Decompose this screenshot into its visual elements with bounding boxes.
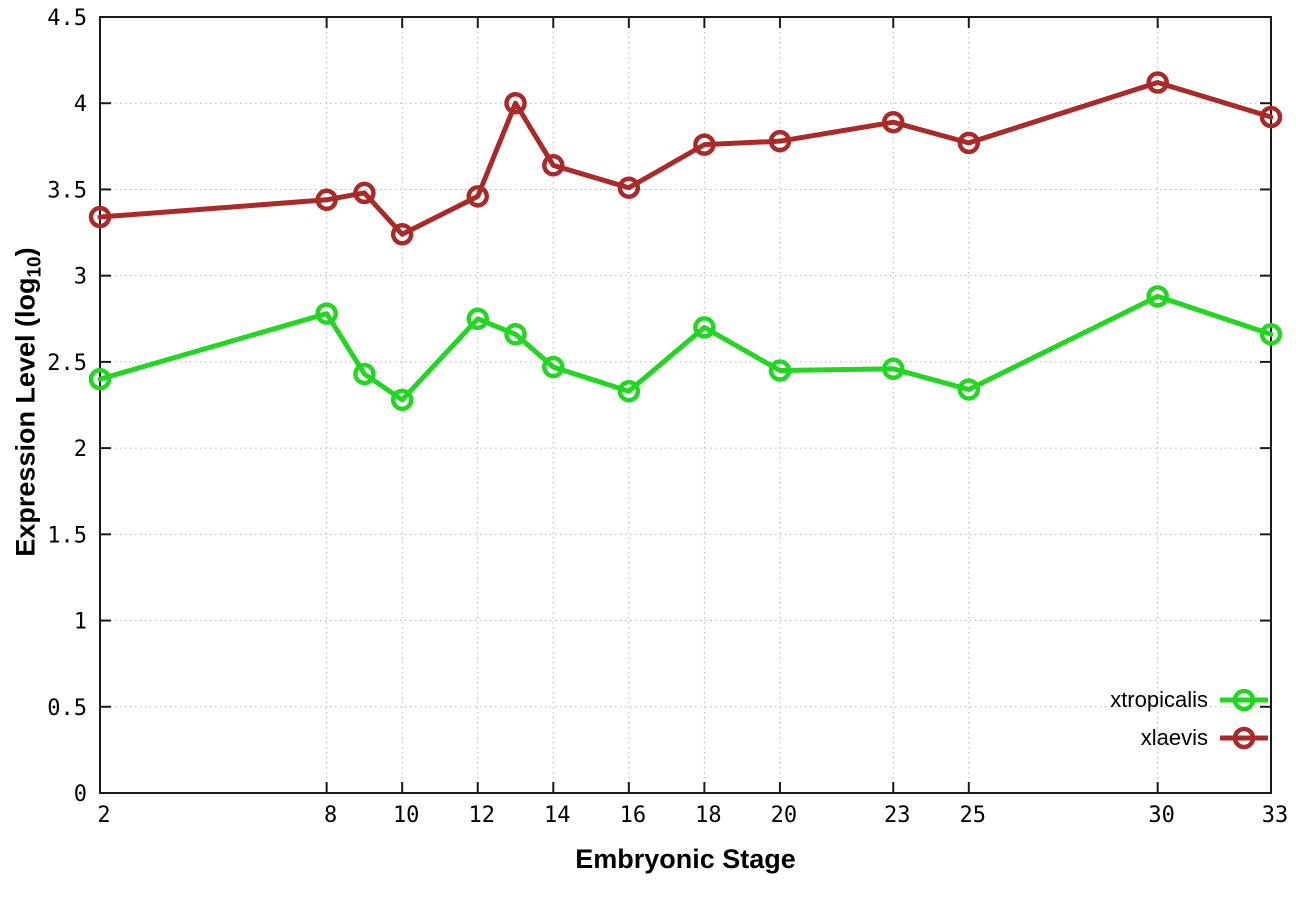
data-point-xtropicalis (957, 378, 981, 401)
y-axis-title-subscript: 10 (24, 256, 46, 278)
data-point-xtropicalis (315, 302, 338, 325)
data-point-xtropicalis (353, 362, 376, 386)
legend-label-xlaevis: xlaevis (1140, 725, 1208, 750)
legend-label-xtropicalis: xtropicalis (1110, 687, 1208, 712)
legend-marker-xlaevis (1220, 726, 1268, 750)
y-tick-label: 4 (74, 92, 87, 117)
x-tick-label: 16 (620, 803, 647, 828)
data-point-xtropicalis (882, 357, 905, 381)
data-point-xtropicalis (390, 388, 414, 412)
x-axis-title: Embryonic Stage (575, 844, 796, 874)
x-tick-label: 14 (544, 803, 571, 828)
x-tick-label: 25 (960, 803, 987, 828)
x-tick-label: 10 (393, 803, 420, 828)
y-tick-label: 2.5 (47, 351, 87, 376)
gridlines (100, 17, 1271, 793)
x-tick-label: 30 (1148, 803, 1175, 828)
y-tick-label: 0.5 (47, 696, 87, 721)
x-tick-label: 20 (771, 803, 798, 828)
data-point-xlaevis (1146, 71, 1169, 94)
x-tick-labels: 2 8 10 12 14 16 18 20 23 25 30 33 (97, 803, 1288, 828)
data-point-xlaevis (315, 188, 338, 212)
y-tick-labels: 0 0.5 1 1.5 2 2.5 3 3.5 4 4.5 (47, 6, 87, 807)
y-axis-title-text: Expression Level (log (10, 277, 41, 557)
y-tick-label: 1.5 (47, 523, 87, 548)
x-tick-label: 12 (468, 803, 495, 828)
legend-item-xtropicalis: xtropicalis (1110, 681, 1268, 719)
data-point-xlaevis (768, 129, 792, 153)
y-tick-label: 0 (74, 782, 87, 807)
data-point-xtropicalis (1146, 285, 1169, 308)
y-axis-title-suffix: ) (10, 247, 41, 257)
axis-ticks (99, 16, 1272, 794)
x-tick-label: 33 (1262, 803, 1289, 828)
data-point-xtropicalis (88, 367, 112, 391)
data-point-xlaevis (542, 154, 565, 177)
data-point-xtropicalis (542, 355, 565, 379)
data-point-xlaevis (693, 133, 716, 156)
series-xlaevis (88, 71, 1283, 246)
y-tick-label: 1 (74, 610, 87, 635)
data-point-xlaevis (957, 131, 981, 155)
x-tick-label: 23 (884, 803, 911, 828)
x-tick-label: 8 (324, 803, 337, 828)
y-tick-label: 3 (74, 265, 87, 290)
data-point-xlaevis (390, 223, 414, 246)
data-point-xlaevis (1259, 105, 1283, 129)
data-point-xlaevis (88, 205, 112, 229)
data-point-xlaevis (504, 91, 527, 115)
data-point-xlaevis (882, 110, 905, 134)
legend: xtropicalis xlaevis (1110, 681, 1268, 757)
data-point-xtropicalis (504, 323, 527, 346)
data-point-xtropicalis (617, 379, 641, 403)
y-tick-label: 2 (74, 437, 87, 462)
series-line-xlaevis (97, 80, 1274, 237)
data-point-xtropicalis (1259, 323, 1283, 346)
legend-item-xlaevis: xlaevis (1110, 719, 1268, 757)
x-tick-label: 18 (695, 803, 722, 828)
series-xtropicalis (88, 285, 1283, 412)
y-tick-label: 3.5 (47, 178, 87, 203)
data-point-xlaevis (466, 185, 489, 208)
data-point-xlaevis (617, 176, 641, 199)
y-axis-title: Expression Level (log10) (10, 247, 46, 557)
plot-border (99, 16, 1272, 794)
y-tick-label: 4.5 (47, 6, 87, 31)
legend-marker-xtropicalis (1220, 688, 1268, 712)
data-point-xtropicalis (693, 316, 716, 339)
series-line-xtropicalis (97, 293, 1274, 403)
data-point-xlaevis (353, 181, 376, 205)
x-tick-label: 2 (97, 803, 110, 828)
data-point-xtropicalis (466, 307, 489, 331)
data-point-xtropicalis (768, 359, 792, 382)
